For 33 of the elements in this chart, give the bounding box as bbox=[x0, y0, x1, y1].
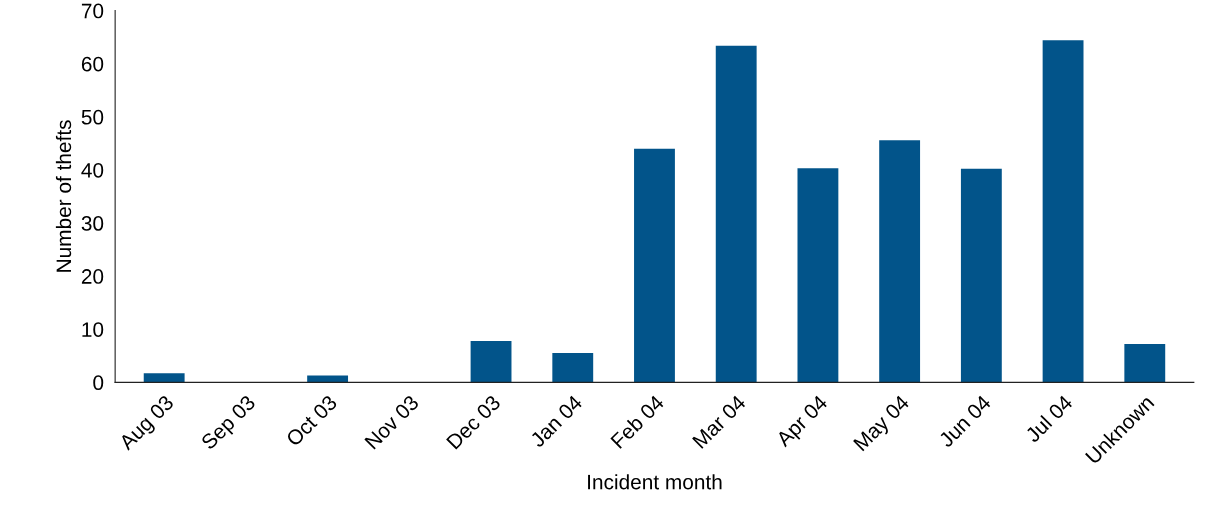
x-tick-label: Aug 03 bbox=[117, 394, 178, 454]
x-tick-label: Oct 03 bbox=[285, 394, 338, 447]
x-tick-label: Apr 04 bbox=[774, 394, 832, 451]
bar bbox=[143, 373, 185, 383]
x-tick-label: Mar 04 bbox=[691, 394, 747, 449]
y-tick-label: 30 bbox=[81, 216, 104, 231]
bar bbox=[1124, 344, 1166, 383]
y-tick-label: 60 bbox=[81, 56, 104, 72]
y-tick-label: 10 bbox=[82, 322, 104, 337]
bar bbox=[470, 340, 512, 383]
bar bbox=[552, 353, 594, 383]
x-tick-label: May 04 bbox=[852, 394, 913, 455]
x-tick-label: Jul 04 bbox=[1023, 393, 1074, 444]
bar bbox=[634, 148, 675, 383]
x-tick-label: Sep 03 bbox=[200, 394, 259, 454]
y-tick-label: 20 bbox=[81, 269, 104, 284]
x-tick-label: Nov 03 bbox=[364, 394, 420, 450]
bar bbox=[879, 140, 921, 383]
x-axis-title: Incident month bbox=[588, 474, 722, 490]
bar bbox=[1042, 40, 1084, 383]
x-tick-label: Jun 04 bbox=[937, 394, 992, 449]
bar bbox=[307, 375, 349, 383]
x-tick-label: Feb 04 bbox=[609, 393, 665, 449]
y-tick-label: 0 bbox=[93, 375, 104, 391]
y-axis-title: Number of thefts bbox=[55, 120, 72, 272]
x-tick-label: Dec 03 bbox=[445, 394, 502, 450]
bar bbox=[960, 168, 1002, 383]
bar bbox=[715, 45, 757, 383]
y-tick-label: 50 bbox=[81, 109, 104, 125]
y-tick-label: 40 bbox=[81, 162, 104, 178]
y-tick-label: 70 bbox=[81, 3, 104, 19]
x-tick-label: Jan 04 bbox=[529, 394, 584, 449]
bar bbox=[797, 168, 839, 383]
